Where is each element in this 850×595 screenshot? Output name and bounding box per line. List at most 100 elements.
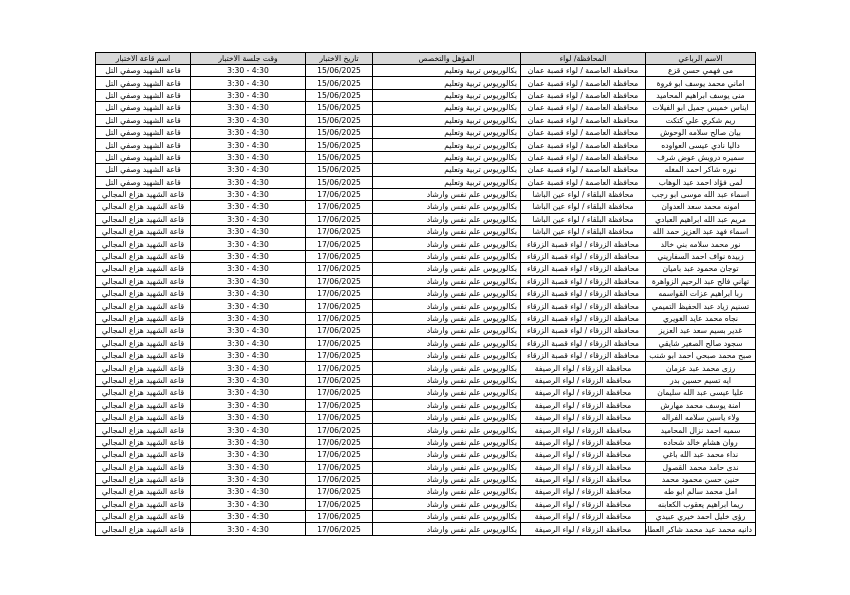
governorate-cell: محافظة الزرقاء / لواء قصبة الزرقاء bbox=[520, 262, 646, 276]
governorate-cell: محافظة الزرقاء / لواء قصبة الزرقاء bbox=[520, 274, 646, 289]
table-row: نداء محمد عبد الله باغي محافظة الزرقاء / … bbox=[95, 448, 756, 462]
time-cell: 3:30 - 4:30 bbox=[190, 113, 306, 127]
table-row: منى يوسف ابراهيم المحاميد محافظة العاصمة … bbox=[95, 88, 756, 103]
table-row: مريم عبد الله ابراهيم العبادي محافظة البل… bbox=[95, 212, 756, 227]
governorate-cell: محافظة العاصمة / لواء قصبة عمان bbox=[520, 101, 646, 115]
time-cell: 3:30 - 4:30 bbox=[190, 410, 306, 425]
hall-cell: قاعة الشهيد هزاع المجالي bbox=[95, 472, 191, 487]
table-row: ولاء ياسين سلامه الفراله محافظة الزرقاء /… bbox=[95, 410, 756, 425]
name-cell: ريما ابراهيم يعقوب الكعابنه bbox=[645, 497, 756, 512]
header-time: وقت جلسة الاختبار bbox=[190, 52, 306, 65]
qualification-cell: بكالوريوس علم نفس وارشاد bbox=[372, 287, 521, 301]
time-cell: 3:30 - 4:30 bbox=[190, 88, 306, 103]
date-cell: 15/06/2025 bbox=[305, 163, 373, 177]
time-cell: 3:30 - 4:30 bbox=[190, 386, 306, 400]
date-cell: 17/06/2025 bbox=[305, 410, 373, 425]
hall-cell: قاعة الشهيد وصفي التل bbox=[95, 163, 191, 177]
name-cell: نوره شاكر احمد المغله bbox=[645, 163, 756, 177]
date-cell: 17/06/2025 bbox=[305, 299, 373, 313]
hall-cell: قاعة الشهيد وصفي التل bbox=[95, 76, 191, 90]
hall-cell: قاعة الشهيد هزاع المجالي bbox=[95, 410, 191, 425]
qualification-cell: بكالوريوس تربية وتعليم bbox=[372, 138, 521, 152]
governorate-cell: محافظة العاصمة / لواء قصبة عمان bbox=[520, 150, 646, 165]
name-cell: عليا عيسى عبد الله سليمان bbox=[645, 386, 756, 400]
table-row: صبح محمد صبحي احمد ابو شنب محافظة الزرقاء… bbox=[95, 348, 756, 363]
governorate-cell: محافظة الزرقاء / لواء قصبة الزرقاء bbox=[520, 336, 646, 351]
qualification-cell: بكالوريوس تربية وتعليم bbox=[372, 150, 521, 165]
date-cell: 17/06/2025 bbox=[305, 423, 373, 437]
header-governorate: المحافظة/ لواء bbox=[520, 52, 646, 65]
hall-cell: قاعة الشهيد هزاع المجالي bbox=[95, 336, 191, 351]
name-cell: نجاه محمد عايد الغويري bbox=[645, 311, 756, 326]
qualification-cell: بكالوريوس علم نفس وارشاد bbox=[372, 249, 521, 264]
date-cell: 15/06/2025 bbox=[305, 175, 373, 189]
date-cell: 17/06/2025 bbox=[305, 225, 373, 239]
time-cell: 3:30 - 4:30 bbox=[190, 448, 306, 462]
name-cell: امنة يوسف محمد مهارش bbox=[645, 398, 756, 412]
governorate-cell: محافظة الزرقاء / لواء الرصيفة bbox=[520, 373, 646, 388]
governorate-cell: محافظة العاصمة / لواء قصبة عمان bbox=[520, 125, 646, 140]
qualification-cell: بكالوريوس علم نفس وارشاد bbox=[372, 262, 521, 276]
name-cell: صبح محمد صبحي احمد ابو شنب bbox=[645, 348, 756, 363]
date-cell: 17/06/2025 bbox=[305, 287, 373, 301]
name-cell: ايه تسيم حسين بدر bbox=[645, 373, 756, 388]
date-cell: 17/06/2025 bbox=[305, 361, 373, 375]
hall-cell: قاعة الشهيد هزاع المجالي bbox=[95, 398, 191, 412]
governorate-cell: محافظة العاصمة / لواء قصبة عمان bbox=[520, 88, 646, 103]
time-cell: 3:30 - 4:30 bbox=[190, 348, 306, 363]
qualification-cell: بكالوريوس علم نفس وارشاد bbox=[372, 187, 521, 202]
time-cell: 3:30 - 4:30 bbox=[190, 336, 306, 351]
name-cell: تسنيم زياد عبد الحفيظ التميمي bbox=[645, 299, 756, 313]
date-cell: 15/06/2025 bbox=[305, 63, 373, 78]
governorate-cell: محافظة الزرقاء / لواء الرصيفة bbox=[520, 448, 646, 462]
name-cell: بيان صالح سلامه الوحوش bbox=[645, 125, 756, 140]
table-row: رزى محمد عبد عزمان محافظة الزرقاء / لواء … bbox=[95, 361, 756, 375]
table-row: اماني محمد يوسف ابو فروة محافظة العاصمة /… bbox=[95, 76, 756, 90]
qualification-cell: بكالوريوس تربية وتعليم bbox=[372, 101, 521, 115]
date-cell: 15/06/2025 bbox=[305, 76, 373, 90]
name-cell: سميره درويش عوض شرف bbox=[645, 150, 756, 165]
hall-cell: قاعة الشهيد هزاع المجالي bbox=[95, 299, 191, 313]
time-cell: 3:30 - 4:30 bbox=[190, 522, 306, 536]
date-cell: 15/06/2025 bbox=[305, 101, 373, 115]
name-cell: توجان محمود عبد باميان bbox=[645, 262, 756, 276]
qualification-cell: بكالوريوس علم نفس وارشاد bbox=[372, 311, 521, 326]
date-cell: 15/06/2025 bbox=[305, 88, 373, 103]
name-cell: ريم شكري علي كتكت bbox=[645, 113, 756, 127]
qualification-cell: بكالوريوس علم نفس وارشاد bbox=[372, 448, 521, 462]
table-row: غدير بسيم سعد عبد العزيز محافظة الزرقاء /… bbox=[95, 324, 756, 338]
qualification-cell: بكالوريوس علم نفس وارشاد bbox=[372, 398, 521, 412]
date-cell: 17/06/2025 bbox=[305, 237, 373, 251]
qualification-cell: بكالوريوس علم نفس وارشاد bbox=[372, 212, 521, 227]
hall-cell: قاعة الشهيد هزاع المجالي bbox=[95, 497, 191, 512]
table-row: ربا ابراهيم عزات القواسمه محافظة الزرقاء … bbox=[95, 287, 756, 301]
table-row: امل محمد سالم ابو طه محافظة الزرقاء / لوا… bbox=[95, 485, 756, 499]
name-cell: تهاني فالح عبد الرحيم الزواهرة bbox=[645, 274, 756, 289]
table-row: سجود صالح الصغير شايقي محافظة الزرقاء / ل… bbox=[95, 336, 756, 351]
hall-cell: قاعة الشهيد هزاع المجالي bbox=[95, 200, 191, 214]
date-cell: 17/06/2025 bbox=[305, 435, 373, 450]
governorate-cell: محافظة الزرقاء / لواء قصبة الزرقاء bbox=[520, 324, 646, 338]
qualification-cell: بكالوريوس علم نفس وارشاد bbox=[372, 435, 521, 450]
governorate-cell: محافظة الزرقاء / لواء الرصيفة bbox=[520, 361, 646, 375]
governorate-cell: محافظة الزرقاء / لواء الرصيفة bbox=[520, 460, 646, 474]
date-cell: 17/06/2025 bbox=[305, 510, 373, 524]
qualification-cell: بكالوريوس علم نفس وارشاد bbox=[372, 410, 521, 425]
date-cell: 17/06/2025 bbox=[305, 497, 373, 512]
table-row: اسماء فهد عبد العزيز حمد الله محافظة البل… bbox=[95, 225, 756, 239]
time-cell: 3:30 - 4:30 bbox=[190, 472, 306, 487]
governorate-cell: محافظة الزرقاء / لواء قصبة الزرقاء bbox=[520, 311, 646, 326]
governorate-cell: محافظة الزرقاء / لواء الرصيفة bbox=[520, 497, 646, 512]
date-cell: 17/06/2025 bbox=[305, 200, 373, 214]
hall-cell: قاعة الشهيد هزاع المجالي bbox=[95, 311, 191, 326]
table-row: امنة يوسف محمد مهارش محافظة الزرقاء / لوا… bbox=[95, 398, 756, 412]
table-row: ايه تسيم حسين بدر محافظة الزرقاء / لواء ا… bbox=[95, 373, 756, 388]
name-cell: مريم عبد الله ابراهيم العبادي bbox=[645, 212, 756, 227]
table-row: سميره درويش عوض شرف محافظة العاصمة / لواء… bbox=[95, 150, 756, 165]
name-cell: داليا نادي عيسى العواوده bbox=[645, 138, 756, 152]
hall-cell: قاعة الشهيد وصفي التل bbox=[95, 101, 191, 115]
time-cell: 3:30 - 4:30 bbox=[190, 200, 306, 214]
hall-cell: قاعة الشهيد وصفي التل bbox=[95, 138, 191, 152]
header-row: الاسم الرباعي المحافظة/ لواء المؤهل والت… bbox=[95, 52, 756, 65]
name-cell: روان هشام خالد شحاده bbox=[645, 435, 756, 450]
